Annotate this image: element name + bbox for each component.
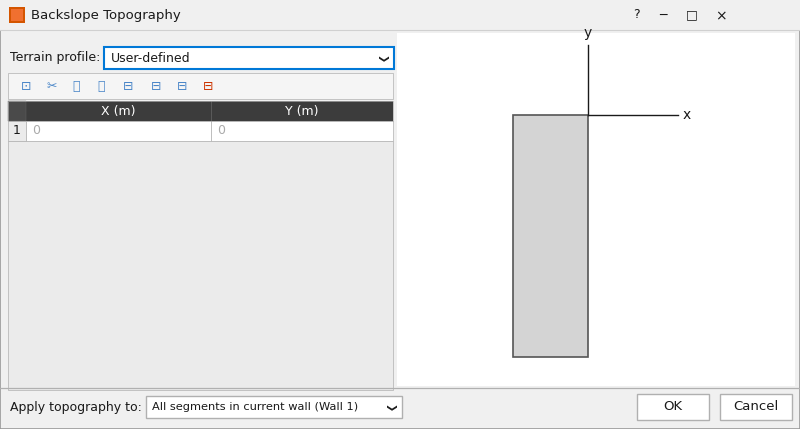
Bar xyxy=(637,394,709,420)
Text: Terrain profile:: Terrain profile: xyxy=(10,51,100,63)
Bar xyxy=(9,7,25,23)
Bar xyxy=(720,394,792,420)
Text: Apply topography to:: Apply topography to: xyxy=(10,402,142,414)
Text: □: □ xyxy=(686,9,698,21)
Text: Backslope Topography: Backslope Topography xyxy=(31,9,181,21)
Text: X (m): X (m) xyxy=(102,105,136,118)
Bar xyxy=(8,101,26,121)
Text: All segments in current wall (Wall 1): All segments in current wall (Wall 1) xyxy=(152,402,358,412)
Text: User-defined: User-defined xyxy=(111,51,190,64)
Bar xyxy=(8,101,393,121)
Bar xyxy=(8,73,393,99)
Text: ⊟: ⊟ xyxy=(150,79,162,93)
Bar xyxy=(397,33,795,386)
Text: ⊟: ⊟ xyxy=(202,79,214,93)
Text: ⊡: ⊡ xyxy=(21,79,31,93)
Text: ❯: ❯ xyxy=(385,404,395,412)
Text: ⎘: ⎘ xyxy=(72,79,80,93)
Bar xyxy=(211,121,393,141)
Bar xyxy=(8,121,26,141)
Text: ⊟: ⊟ xyxy=(177,79,187,93)
Bar xyxy=(0,0,800,30)
Text: Y (m): Y (m) xyxy=(286,105,318,118)
Text: ×: × xyxy=(715,9,727,23)
Text: ─: ─ xyxy=(659,9,666,21)
Bar xyxy=(513,115,588,357)
Bar xyxy=(11,9,23,21)
Text: Cancel: Cancel xyxy=(734,401,778,414)
Bar xyxy=(8,141,393,390)
Text: OK: OK xyxy=(663,401,682,414)
Text: ⎗: ⎗ xyxy=(98,79,105,93)
Text: 1: 1 xyxy=(13,124,21,138)
Text: ?: ? xyxy=(633,9,639,21)
Bar xyxy=(104,47,394,69)
Text: 0: 0 xyxy=(32,124,40,138)
Text: y: y xyxy=(584,26,592,40)
Text: ✂: ✂ xyxy=(46,79,58,93)
Text: ⊟: ⊟ xyxy=(122,79,134,93)
Bar xyxy=(8,101,393,121)
Bar xyxy=(26,121,211,141)
Text: ❯: ❯ xyxy=(377,55,387,63)
Text: 0: 0 xyxy=(217,124,225,138)
Bar xyxy=(8,35,393,390)
Text: x: x xyxy=(683,108,691,122)
Bar xyxy=(146,396,402,418)
